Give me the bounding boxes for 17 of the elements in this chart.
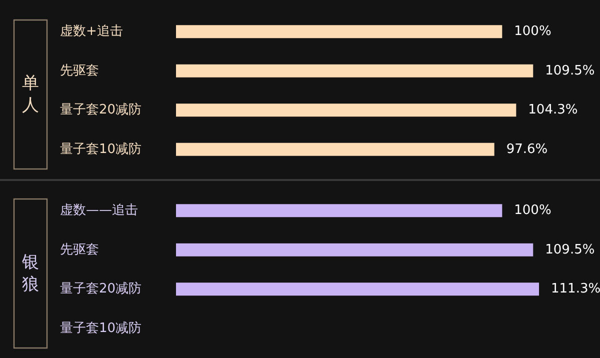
- y-tick-label: 量子套20减防: [60, 282, 142, 297]
- y-tick-label: 量子套10减防: [60, 320, 142, 336]
- y-tick-label: 量子套20减防: [60, 102, 142, 118]
- data-label: 104.3%: [528, 102, 578, 118]
- y-tick-label: 虚数+追击: [60, 24, 123, 40]
- y-tick-label: 先驱套: [60, 63, 99, 78]
- data-label: 109.5%: [545, 242, 595, 258]
- data-label: 100%: [514, 24, 552, 40]
- y-tick-label: 虚数——追击: [60, 203, 138, 218]
- data-label: 111.3%: [551, 282, 600, 297]
- y-tick-label: 量子套10减防: [60, 142, 142, 157]
- data-label: 97.6%: [506, 142, 548, 157]
- title: 银狼: [22, 252, 39, 294]
- data-label: 100%: [514, 203, 552, 218]
- y-tick-label: 先驱套: [60, 242, 99, 258]
- data-label: 109.5%: [545, 63, 595, 78]
- title: 单人: [22, 73, 39, 116]
